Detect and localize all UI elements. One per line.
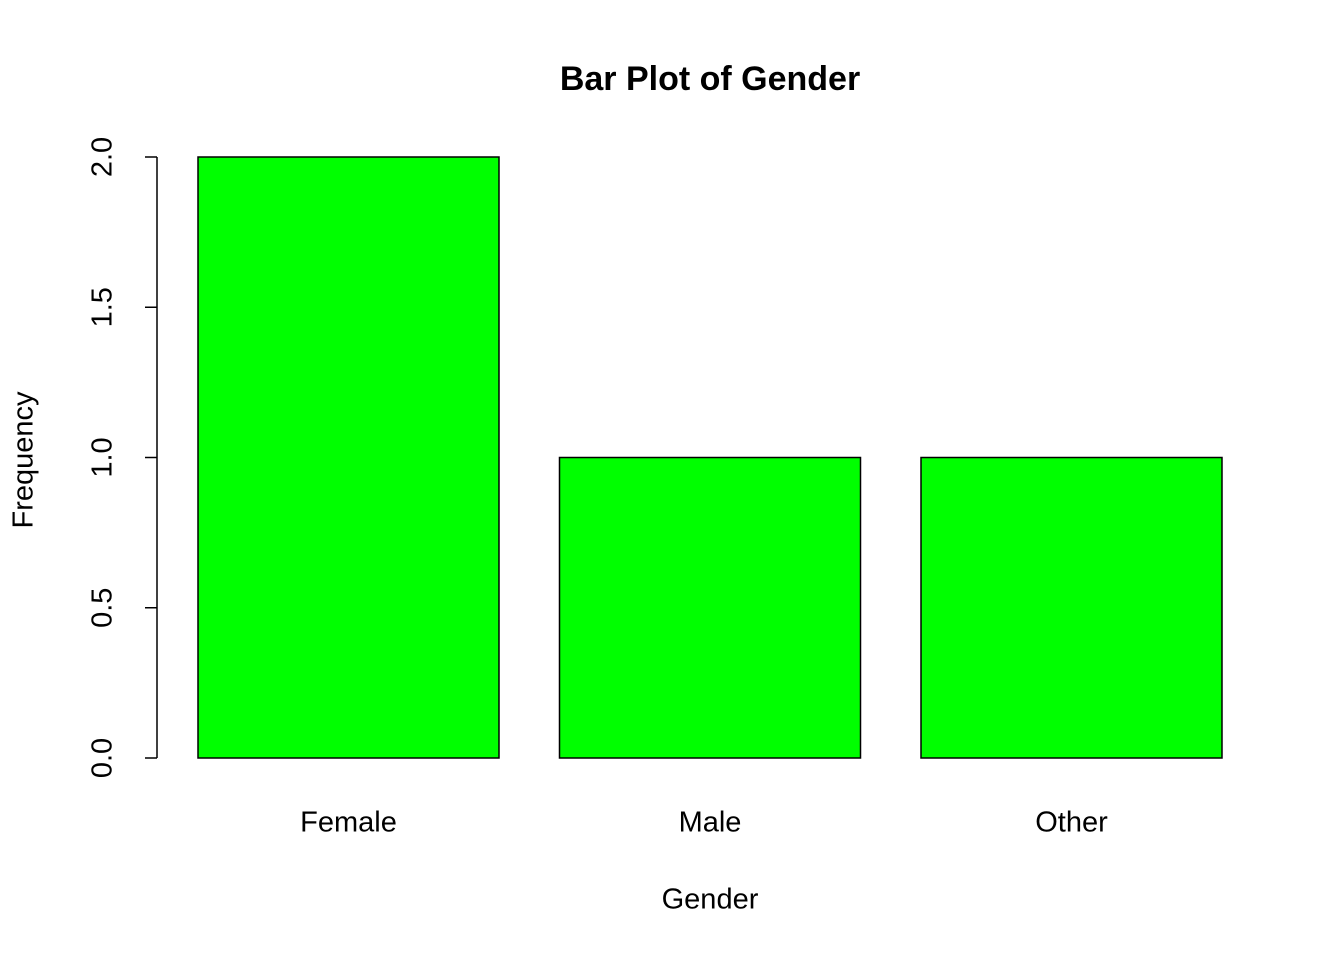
y-tick-label: 0.0 — [87, 738, 119, 778]
y-tick-label: 2.0 — [87, 137, 119, 177]
x-tick-label: Male — [679, 807, 742, 839]
bar — [197, 156, 500, 759]
x-axis-label: Gender — [662, 884, 759, 916]
y-tick-label: 1.5 — [87, 287, 119, 327]
y-axis-label: Frequency — [8, 391, 40, 529]
x-tick-label: Female — [300, 807, 397, 839]
chart-title: Bar Plot of Gender — [560, 60, 860, 98]
bar — [920, 456, 1223, 759]
bar — [558, 456, 862, 759]
y-tick-label: 1.0 — [87, 437, 119, 477]
y-tick-label: 0.5 — [87, 588, 119, 628]
x-tick-label: Other — [1035, 807, 1108, 839]
